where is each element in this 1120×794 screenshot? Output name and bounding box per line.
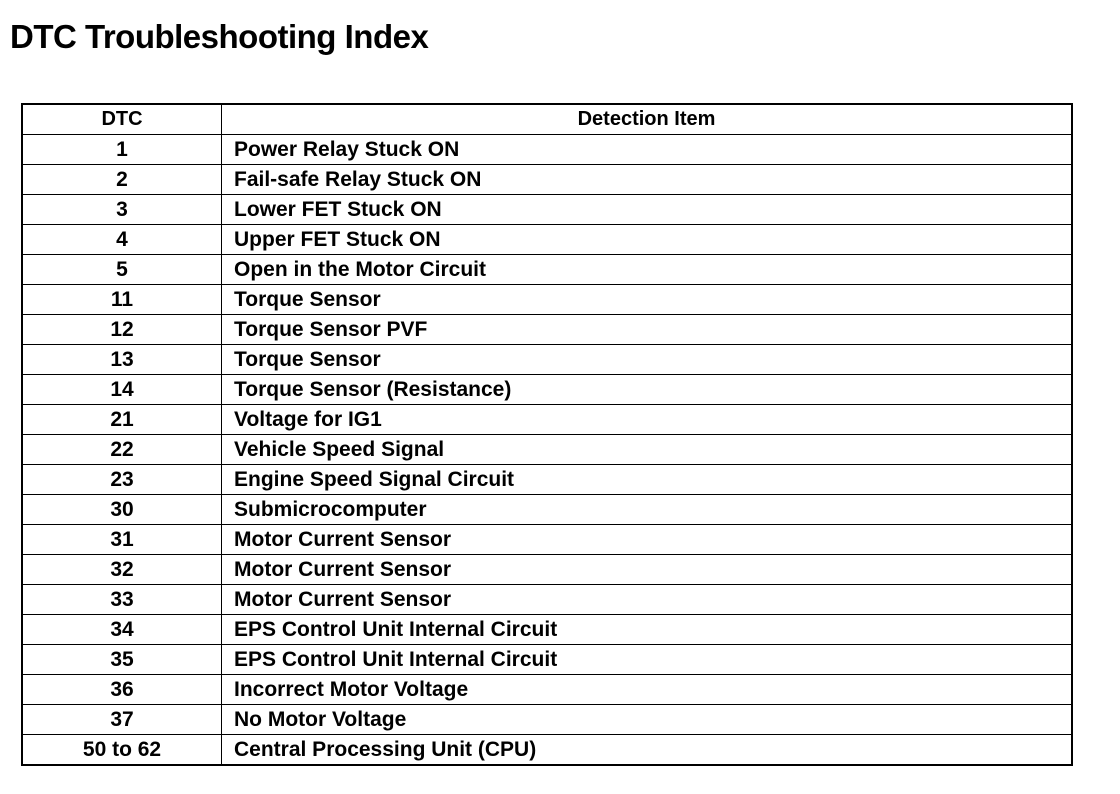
dtc-code: 11 — [21, 284, 222, 315]
dtc-code: 5 — [21, 254, 222, 285]
detection-item: Torque Sensor — [221, 344, 1073, 375]
table-row: 50 to 62 Central Processing Unit (CPU) — [21, 734, 1073, 766]
detection-item: Voltage for IG1 — [221, 404, 1073, 435]
detection-item: Torque Sensor PVF — [221, 314, 1073, 345]
dtc-table: DTC Detection Item 1 Power Relay Stuck ON… — [21, 103, 1073, 766]
table-row: 23 Engine Speed Signal Circuit — [21, 464, 1073, 495]
detection-item: No Motor Voltage — [221, 704, 1073, 735]
dtc-code: 32 — [21, 554, 222, 585]
table-row: 31 Motor Current Sensor — [21, 524, 1073, 555]
detection-item: Motor Current Sensor — [221, 554, 1073, 585]
table-row: 22 Vehicle Speed Signal — [21, 434, 1073, 465]
table-row: 21 Voltage for IG1 — [21, 404, 1073, 435]
table-row: 2 Fail-safe Relay Stuck ON — [21, 164, 1073, 195]
detection-item: EPS Control Unit Internal Circuit — [221, 644, 1073, 675]
detection-item: Upper FET Stuck ON — [221, 224, 1073, 255]
table-row: 32 Motor Current Sensor — [21, 554, 1073, 585]
detection-item: Open in the Motor Circuit — [221, 254, 1073, 285]
table-header-row: DTC Detection Item — [21, 103, 1073, 135]
dtc-code: 30 — [21, 494, 222, 525]
detection-item: Submicrocomputer — [221, 494, 1073, 525]
dtc-code: 33 — [21, 584, 222, 615]
dtc-code: 34 — [21, 614, 222, 645]
detection-item: Central Processing Unit (CPU) — [221, 734, 1073, 766]
dtc-code: 37 — [21, 704, 222, 735]
dtc-code: 13 — [21, 344, 222, 375]
detection-item: Fail-safe Relay Stuck ON — [221, 164, 1073, 195]
detection-item: Engine Speed Signal Circuit — [221, 464, 1073, 495]
dtc-code: 2 — [21, 164, 222, 195]
table-row: 3 Lower FET Stuck ON — [21, 194, 1073, 225]
header-detection-item: Detection Item — [221, 103, 1073, 135]
table-row: 4 Upper FET Stuck ON — [21, 224, 1073, 255]
table-row: 30 Submicrocomputer — [21, 494, 1073, 525]
detection-item: Lower FET Stuck ON — [221, 194, 1073, 225]
page-title: DTC Troubleshooting Index — [10, 18, 429, 55]
table-row: 36 Incorrect Motor Voltage — [21, 674, 1073, 705]
table-row: 34 EPS Control Unit Internal Circuit — [21, 614, 1073, 645]
table-row: 12 Torque Sensor PVF — [21, 314, 1073, 345]
dtc-code: 3 — [21, 194, 222, 225]
table-row: 13 Torque Sensor — [21, 344, 1073, 375]
table-row: 14 Torque Sensor (Resistance) — [21, 374, 1073, 405]
detection-item: Incorrect Motor Voltage — [221, 674, 1073, 705]
table-row: 1 Power Relay Stuck ON — [21, 134, 1073, 165]
detection-item: Motor Current Sensor — [221, 584, 1073, 615]
header-dtc: DTC — [21, 103, 222, 135]
dtc-code: 35 — [21, 644, 222, 675]
dtc-code: 36 — [21, 674, 222, 705]
detection-item: Torque Sensor — [221, 284, 1073, 315]
dtc-code: 31 — [21, 524, 222, 555]
table-row: 11 Torque Sensor — [21, 284, 1073, 315]
detection-item: Power Relay Stuck ON — [221, 134, 1073, 165]
table-row: 37 No Motor Voltage — [21, 704, 1073, 735]
table-row: 33 Motor Current Sensor — [21, 584, 1073, 615]
dtc-code: 12 — [21, 314, 222, 345]
table-row: 5 Open in the Motor Circuit — [21, 254, 1073, 285]
dtc-code: 50 to 62 — [21, 734, 222, 766]
dtc-code: 4 — [21, 224, 222, 255]
dtc-code: 21 — [21, 404, 222, 435]
table-row: 35 EPS Control Unit Internal Circuit — [21, 644, 1073, 675]
detection-item: Torque Sensor (Resistance) — [221, 374, 1073, 405]
dtc-code: 23 — [21, 464, 222, 495]
dtc-code: 14 — [21, 374, 222, 405]
dtc-code: 1 — [21, 134, 222, 165]
detection-item: Vehicle Speed Signal — [221, 434, 1073, 465]
dtc-code: 22 — [21, 434, 222, 465]
detection-item: Motor Current Sensor — [221, 524, 1073, 555]
detection-item: EPS Control Unit Internal Circuit — [221, 614, 1073, 645]
